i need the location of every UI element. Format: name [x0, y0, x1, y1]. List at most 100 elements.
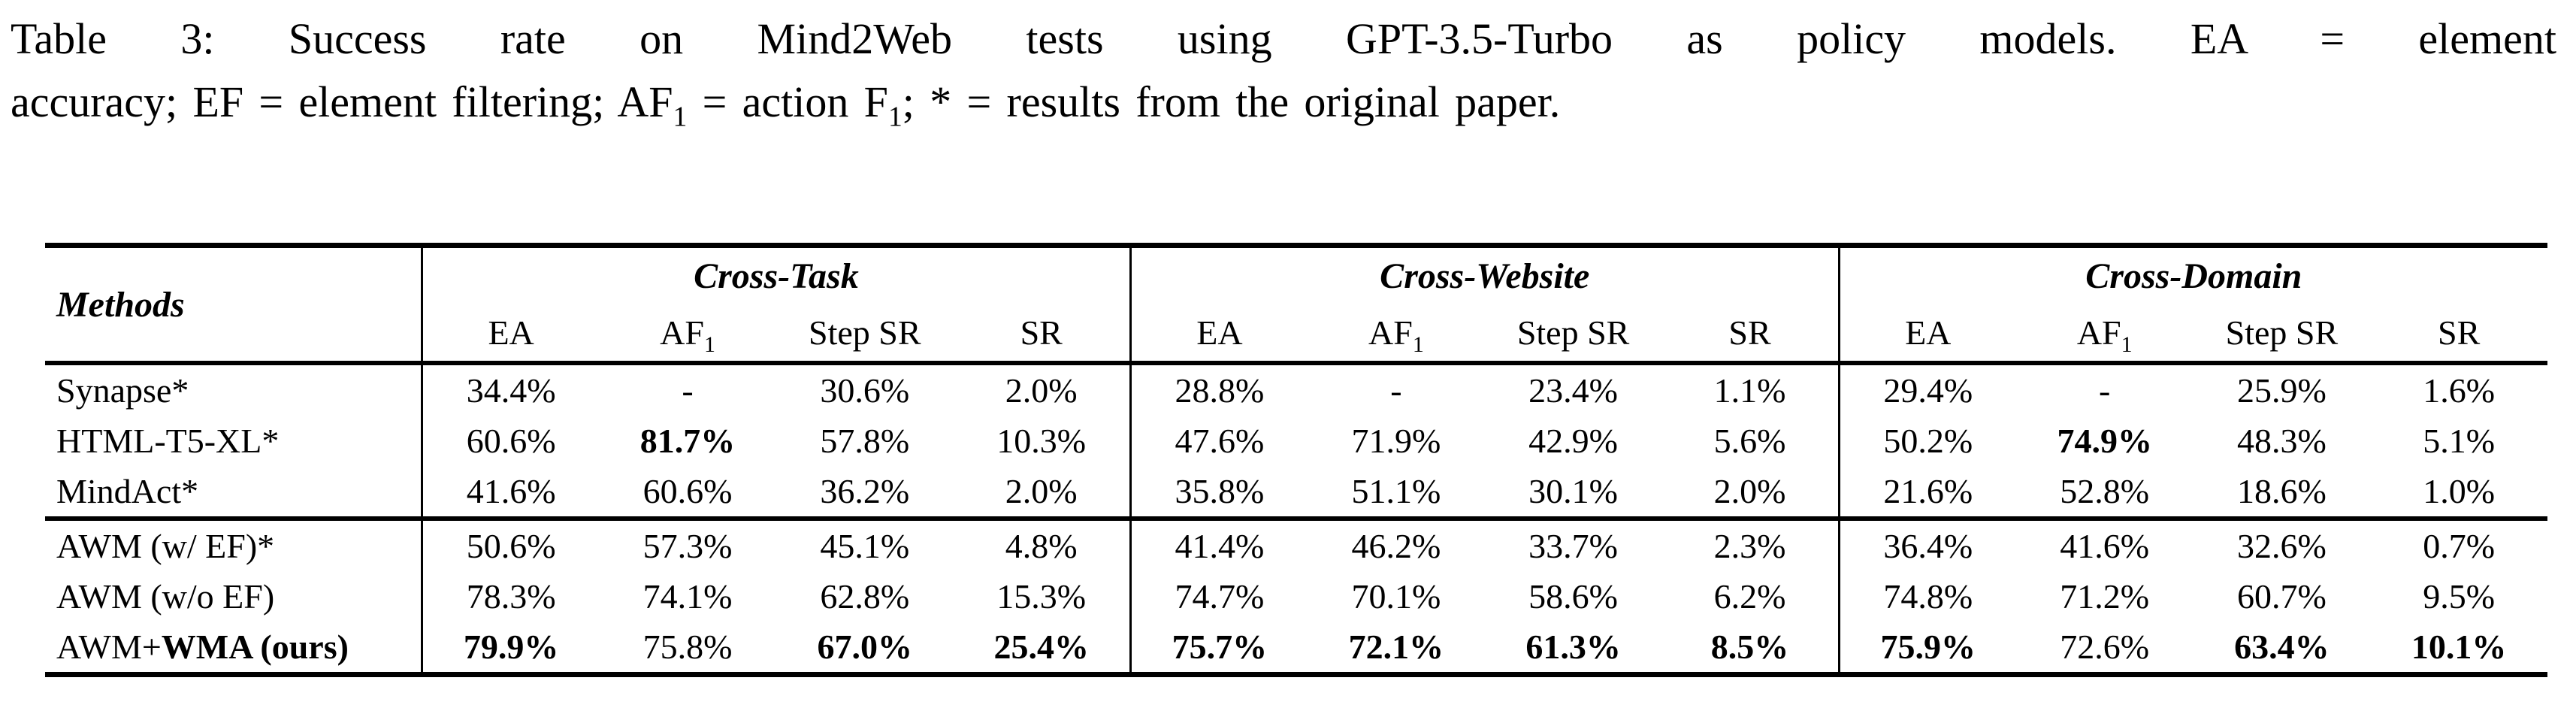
value-cell: 75.8% — [642, 628, 733, 666]
value-cell: 61.3% — [1525, 628, 1621, 666]
value-cell: 36.2% — [820, 472, 910, 510]
col-header-ea: EA — [421, 304, 600, 363]
table-wrapper: Methods Cross-Task Cross-Website Cross-D… — [45, 243, 2576, 677]
methods-header: Methods — [56, 284, 185, 325]
value-cell: 30.6% — [820, 371, 910, 410]
group-header-row: Methods Cross-Task Cross-Website Cross-D… — [45, 245, 2547, 325]
value-cell: 78.3% — [421, 571, 600, 622]
group-header-cross-website: Cross-Website — [1129, 245, 1840, 304]
results-table: Methods Cross-Task Cross-Website Cross-D… — [45, 243, 2547, 677]
caption-line-2-text: = action F — [687, 77, 888, 126]
value-cell: 74.9% — [2057, 422, 2152, 460]
table-row: HTML-T5-XL* 60.6% 81.7% 57.8% 10.3% 47.6… — [45, 416, 2547, 466]
value-cell: 71.9% — [1351, 422, 1441, 460]
col-header-sr: SR — [1020, 313, 1063, 352]
caption-line-1: Table 3: Success rate on Mind2Web tests … — [11, 14, 2556, 63]
method-name: MindAct* — [56, 472, 199, 510]
caption-line-2-text: accuracy; EF = element filtering; AF — [11, 77, 673, 126]
value-cell: 23.4% — [1528, 371, 1618, 410]
caption-line-2: accuracy; EF = element filtering; AF1 = … — [11, 71, 2556, 134]
value-cell: 1.6% — [2423, 371, 2496, 410]
value-cell: 63.4% — [2234, 628, 2330, 666]
col-header-ea: EA — [1837, 304, 2016, 363]
value-cell: 10.1% — [2411, 628, 2507, 666]
value-cell: - — [682, 371, 694, 410]
value-cell: 33.7% — [1528, 527, 1618, 565]
af1-subscript: 1 — [673, 101, 688, 133]
value-cell: 18.6% — [2236, 472, 2327, 510]
col-header-sr: SR — [2437, 313, 2481, 352]
value-cell: 35.8% — [1129, 466, 1308, 519]
value-cell: 74.1% — [642, 577, 733, 616]
value-cell: 4.8% — [1005, 527, 1078, 565]
method-name: HTML-T5-XL* — [56, 422, 280, 460]
value-cell: 62.8% — [820, 577, 910, 616]
value-cell: 42.9% — [1528, 422, 1618, 460]
value-cell: 5.1% — [2423, 422, 2496, 460]
value-cell: - — [1390, 371, 1402, 410]
value-cell: 9.5% — [2423, 577, 2496, 616]
col-header-af1: AF1 — [660, 313, 715, 357]
f1-subscript: 1 — [887, 101, 903, 133]
value-cell: 2.0% — [1005, 371, 1078, 410]
value-cell: 29.4% — [1837, 363, 2016, 416]
value-cell: 41.6% — [2060, 527, 2150, 565]
value-cell: 57.3% — [642, 527, 733, 565]
value-cell: 75.7% — [1129, 622, 1308, 675]
value-cell: 48.3% — [2236, 422, 2327, 460]
value-cell: 1.1% — [1713, 371, 1786, 410]
group-header-cross-domain: Cross-Domain — [1837, 245, 2547, 304]
value-cell: 21.6% — [1837, 466, 2016, 519]
value-cell: 0.7% — [2423, 527, 2496, 565]
value-cell: 41.6% — [421, 466, 600, 519]
value-cell: 46.2% — [1351, 527, 1441, 565]
value-cell: 50.2% — [1837, 416, 2016, 466]
value-cell: 25.9% — [2236, 371, 2327, 410]
method-name: AWM (w/ EF)* — [56, 527, 275, 565]
value-cell: 57.8% — [820, 422, 910, 460]
value-cell: 1.0% — [2423, 472, 2496, 510]
column-header-row: EA AF1 Step SR SR EA AF1 Step SR SR EA A… — [45, 304, 2547, 363]
value-cell: 79.9% — [421, 622, 600, 675]
value-cell: 45.1% — [820, 527, 910, 565]
value-cell: 74.8% — [1837, 571, 2016, 622]
table-caption: Table 3: Success rate on Mind2Web tests … — [11, 8, 2556, 134]
value-cell: 10.3% — [996, 422, 1087, 460]
col-header-step-sr: Step SR — [808, 313, 921, 352]
value-cell: 51.1% — [1351, 472, 1441, 510]
col-header-sr: SR — [1728, 313, 1771, 352]
value-cell: 41.4% — [1129, 519, 1308, 571]
value-cell: 60.6% — [421, 416, 600, 466]
value-cell: 75.9% — [1837, 622, 2016, 675]
value-cell: 58.6% — [1528, 577, 1618, 616]
group-header-cross-task: Cross-Task — [421, 245, 1131, 304]
value-cell: 30.1% — [1528, 472, 1618, 510]
value-cell: 15.3% — [996, 577, 1087, 616]
table-row: AWM+WMA (ours) 79.9% 75.8% 67.0% 25.4% 7… — [45, 622, 2547, 675]
value-cell: 81.7% — [639, 422, 736, 460]
method-name: Synapse* — [56, 371, 189, 410]
value-cell: 2.0% — [1005, 472, 1078, 510]
col-header-step-sr: Step SR — [1516, 313, 1630, 352]
value-cell: 74.7% — [1129, 571, 1308, 622]
value-cell: 72.1% — [1348, 628, 1444, 666]
awm-rows-group: AWM (w/ EF)* 50.6% 57.3% 45.1% 4.8% 41.4… — [45, 519, 2547, 675]
col-header-ea: EA — [1129, 304, 1308, 363]
paper-page: Table 3: Success rate on Mind2Web tests … — [0, 8, 2576, 720]
value-cell: 6.2% — [1713, 577, 1786, 616]
value-cell: 47.6% — [1129, 416, 1308, 466]
col-header-step-sr: Step SR — [2225, 313, 2339, 352]
value-cell: 8.5% — [1710, 628, 1789, 666]
caption-line-2-text: ; * = results from the original paper. — [902, 77, 1561, 126]
table-row: MindAct* 41.6% 60.6% 36.2% 2.0% 35.8% 51… — [45, 466, 2547, 519]
value-cell: 32.6% — [2236, 527, 2327, 565]
value-cell: 70.1% — [1351, 577, 1441, 616]
value-cell: 72.6% — [2060, 628, 2150, 666]
value-cell: 67.0% — [817, 628, 913, 666]
value-cell: 2.0% — [1713, 472, 1786, 510]
col-header-af1: AF1 — [2076, 313, 2133, 357]
value-cell: 28.8% — [1129, 363, 1308, 416]
value-cell: 71.2% — [2060, 577, 2150, 616]
value-cell: 36.4% — [1837, 519, 2016, 571]
method-name: AWM+WMA (ours) — [56, 628, 349, 666]
